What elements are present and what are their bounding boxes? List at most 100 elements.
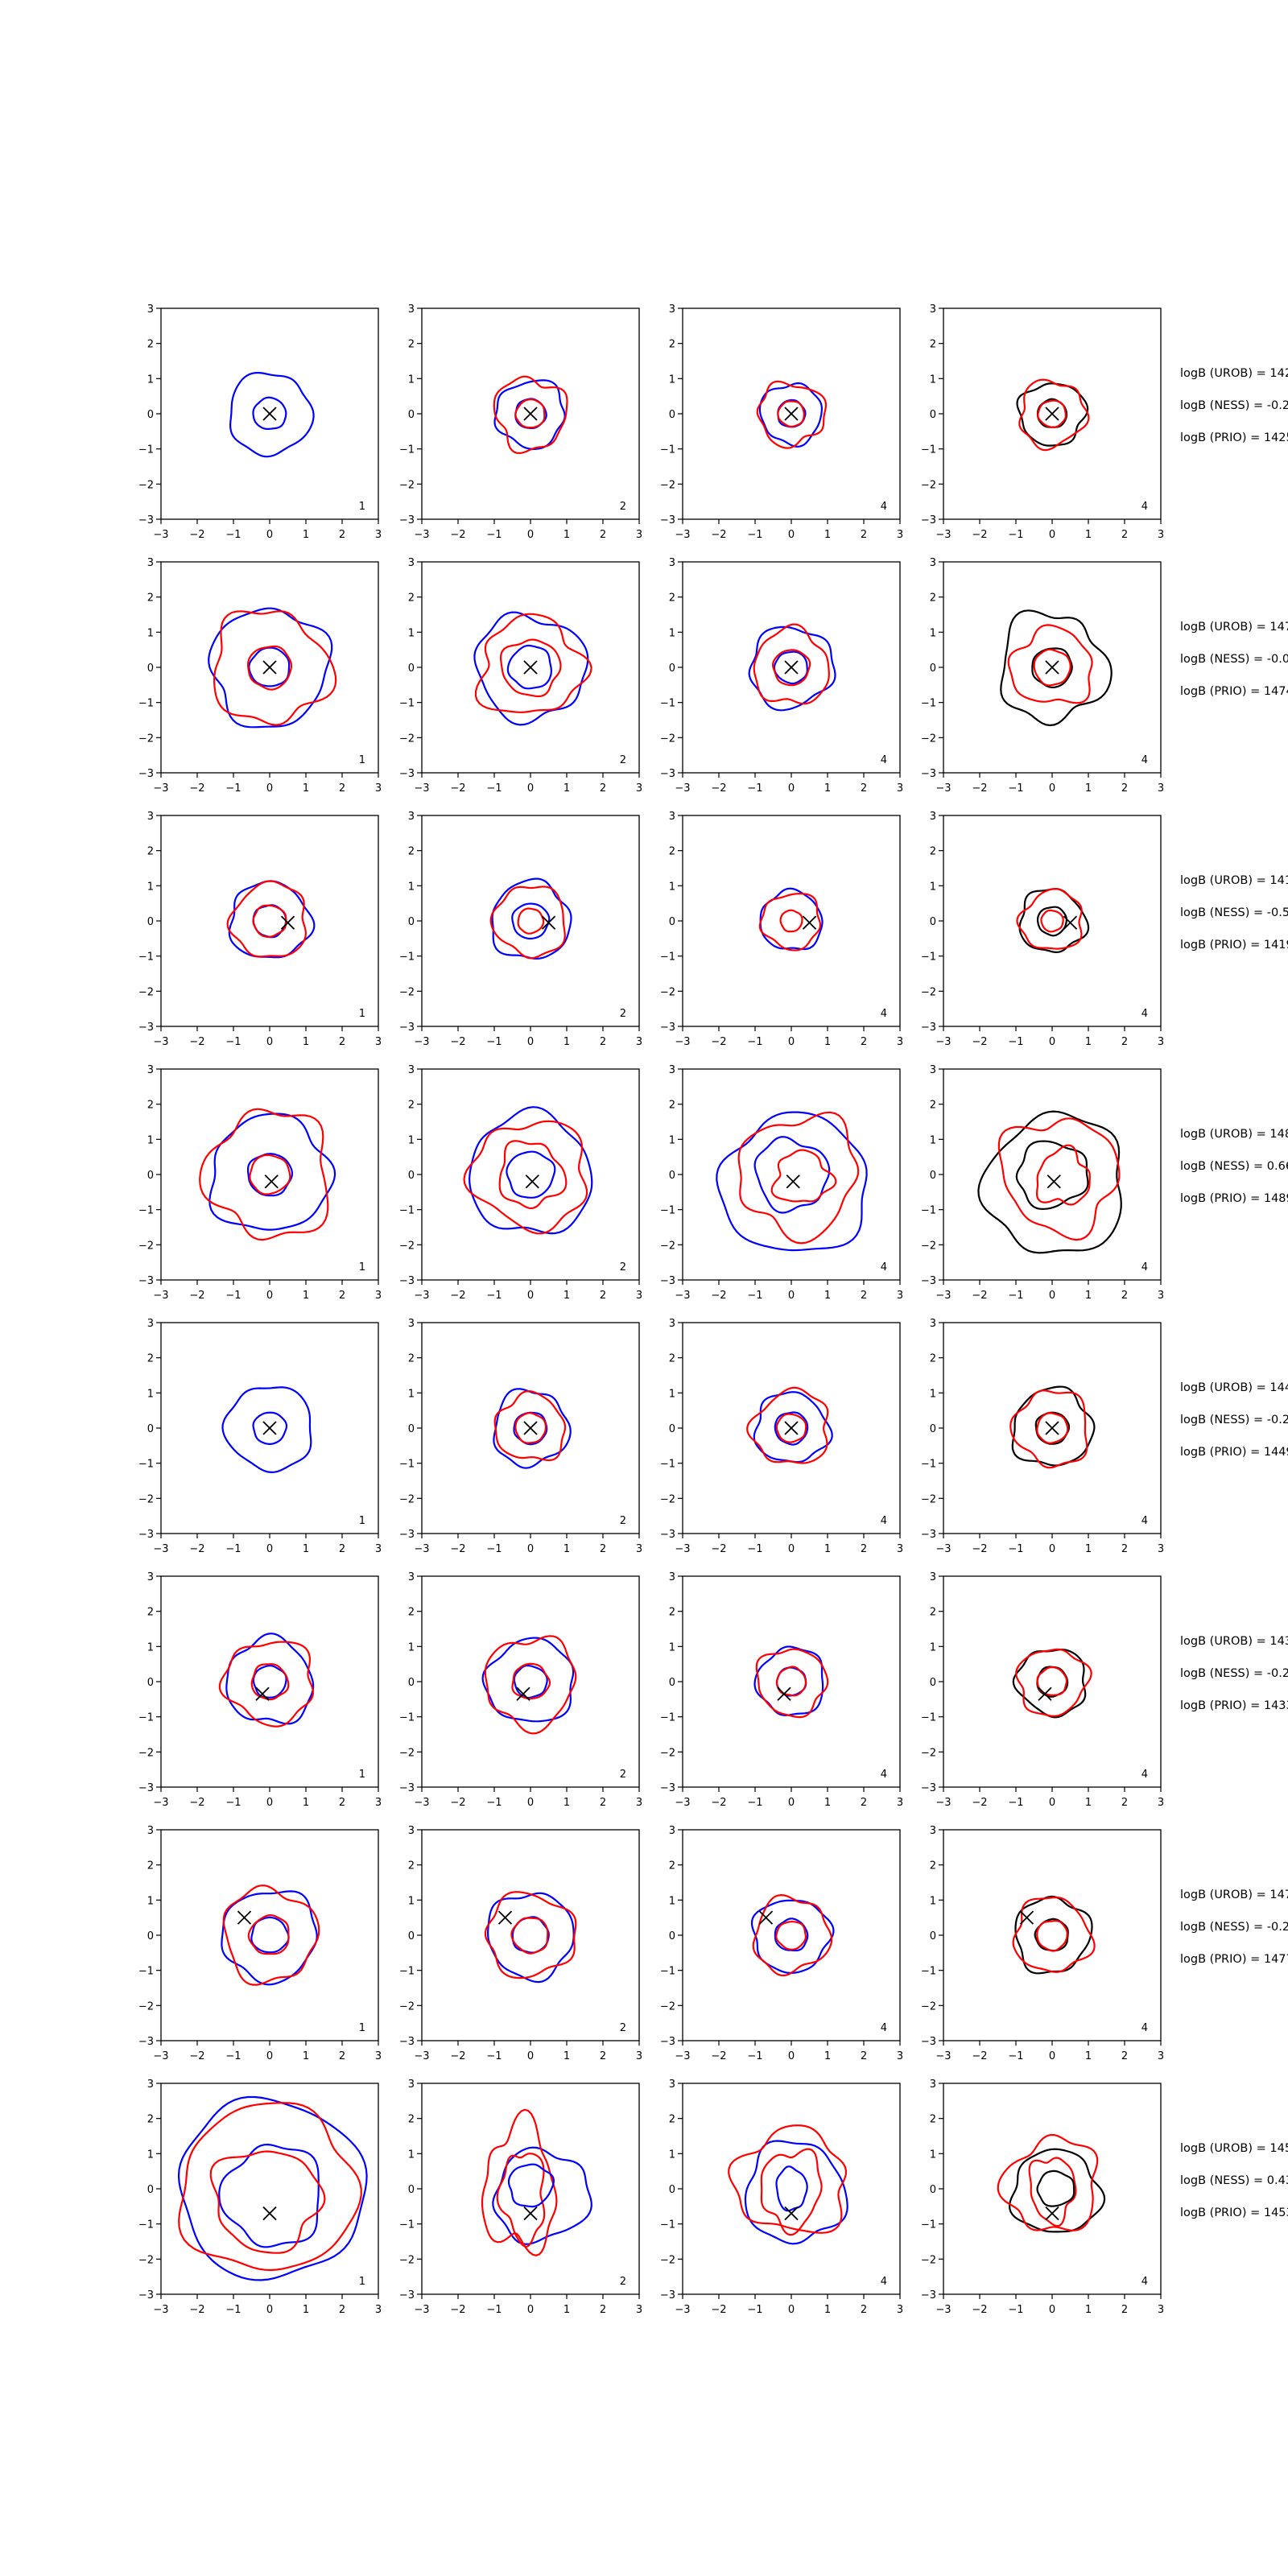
- x-tick-label: −3: [935, 1797, 951, 1809]
- x-tick-label: 0: [527, 782, 534, 795]
- y-tick-label: 3: [930, 557, 936, 569]
- contour-group: [221, 1386, 312, 1474]
- x-tick-label: −1: [486, 2050, 502, 2062]
- contour-group: [493, 375, 568, 455]
- blue-contour-3: [753, 1136, 831, 1214]
- panel-tag: 4: [1141, 1769, 1148, 1781]
- red-contour-2: [463, 1120, 588, 1235]
- y-tick-label: 0: [669, 1170, 675, 1182]
- y-tick-label: −2: [660, 2254, 675, 2266]
- axes-frame: [943, 1068, 1162, 1281]
- x-tick-label: −1: [225, 782, 241, 795]
- red-contour-4: [498, 1140, 568, 1210]
- x-tick-label: −1: [747, 1036, 762, 1048]
- blue-contour-3: [513, 1411, 548, 1446]
- truth-marker: [497, 1910, 513, 1925]
- truth-marker: [262, 2206, 277, 2221]
- y-tick-label: −1: [660, 1712, 675, 1724]
- red-contour-3: [1028, 2157, 1077, 2227]
- y-tick-label: −3: [138, 2289, 154, 2301]
- x-tick-label: −3: [675, 1543, 690, 1555]
- y-tick-label: 0: [408, 409, 415, 421]
- contour-group: [199, 1108, 336, 1241]
- y-tick-label: 0: [669, 2184, 675, 2196]
- x-tick-label: −2: [972, 1036, 987, 1048]
- x-tick-label: 3: [897, 2050, 903, 2062]
- x-tick-label: −2: [972, 2304, 987, 2316]
- x-tick-label: 3: [1158, 1543, 1164, 1555]
- truth-marker: [523, 1421, 538, 1435]
- y-tick-label: 1: [408, 1388, 415, 1400]
- x-tick-label: 3: [375, 529, 382, 541]
- axes-frame: [421, 815, 640, 1027]
- y-tick-label: 2: [930, 1607, 936, 1619]
- panel-r5-c4: −3 −3 −2 −2 −1 −1 0 0 1 1 2 2 3 3 4: [921, 1318, 1164, 1555]
- truth-marker: [802, 915, 817, 930]
- logB-annotation: logB (UROB) = 145: [1180, 2142, 1288, 2155]
- logB-annotation: logB (PRIO) = 1419: [1180, 939, 1288, 952]
- y-tick-label: −1: [660, 1966, 675, 1978]
- truth-marker: [784, 2206, 799, 2221]
- x-tick-label: 3: [375, 782, 382, 795]
- x-tick-label: −3: [935, 782, 951, 795]
- x-tick-label: −3: [675, 1036, 690, 1048]
- truth-marker: [1045, 407, 1059, 421]
- y-tick-label: −1: [921, 1459, 936, 1471]
- y-tick-label: 1: [669, 627, 675, 639]
- x-tick-label: 2: [339, 529, 345, 541]
- x-tick-label: −3: [935, 529, 951, 541]
- contour-group: [997, 2134, 1106, 2233]
- axes-frame: [160, 2083, 379, 2295]
- logB-annotation: logB (NESS) = 0.43: [1180, 2174, 1288, 2187]
- y-tick-label: 2: [669, 846, 675, 858]
- x-tick-label: 2: [861, 1797, 867, 1809]
- truth-marker: [784, 407, 799, 421]
- x-tick-label: 0: [527, 2050, 534, 2062]
- truth-marker: [264, 1174, 279, 1189]
- x-tick-label: 1: [303, 782, 309, 795]
- y-tick-label: −2: [399, 1240, 415, 1252]
- y-tick-label: 2: [147, 1607, 154, 1619]
- x-tick-label: −3: [414, 2304, 429, 2316]
- x-tick-label: 3: [897, 1036, 903, 1048]
- x-tick-label: −1: [225, 1543, 241, 1555]
- x-tick-label: 3: [1158, 1290, 1164, 1302]
- x-tick-label: −1: [225, 529, 241, 541]
- y-tick-label: 0: [147, 1677, 154, 1689]
- x-tick-label: 1: [303, 2050, 309, 2062]
- red-contour-4: [252, 904, 287, 938]
- blue-contour-1: [493, 379, 566, 451]
- x-tick-label: 2: [861, 782, 867, 795]
- y-tick-label: 0: [669, 1677, 675, 1689]
- y-tick-label: −3: [660, 768, 675, 780]
- y-tick-label: −1: [921, 698, 936, 710]
- y-tick-label: −1: [399, 1459, 415, 1471]
- y-tick-label: 3: [669, 1318, 675, 1330]
- y-tick-label: 2: [669, 2114, 675, 2126]
- logB-annotation: logB (UROB) = 143: [1180, 1635, 1288, 1648]
- contour-group: [481, 1635, 577, 1735]
- contour-group: [728, 2124, 848, 2245]
- x-tick-label: 1: [824, 2304, 831, 2316]
- y-tick-label: −1: [138, 2219, 154, 2231]
- y-tick-label: 3: [408, 303, 415, 316]
- panel-r1-c3: −3−3 −2 −2 −1 −1 0 0 1 1 2 2 3 3 4: [660, 303, 903, 541]
- y-tick-label: 0: [147, 1930, 154, 1942]
- y-tick-label: −2: [138, 1747, 154, 1759]
- truth-marker: [777, 1686, 791, 1701]
- truth-marker: [541, 915, 556, 930]
- x-tick-label: 3: [375, 1797, 382, 1809]
- x-tick-label: 0: [1049, 1036, 1055, 1048]
- y-tick-label: −1: [399, 698, 415, 710]
- red-contour-4: [249, 1154, 291, 1195]
- y-tick-label: 3: [147, 1064, 154, 1076]
- y-tick-label: 0: [669, 409, 675, 421]
- x-tick-label: 0: [527, 1543, 534, 1555]
- panel-tag: 2: [620, 501, 626, 513]
- x-tick-label: 0: [266, 1290, 273, 1302]
- panel-tag: 2: [620, 1261, 626, 1274]
- contour-group: [1012, 1895, 1096, 1975]
- panel-r6-c1: −3 −3 −2 −2 −1 −1 0 0 1 1 2 2 3 3 1: [138, 1571, 382, 1809]
- truth-marker: [262, 1421, 277, 1435]
